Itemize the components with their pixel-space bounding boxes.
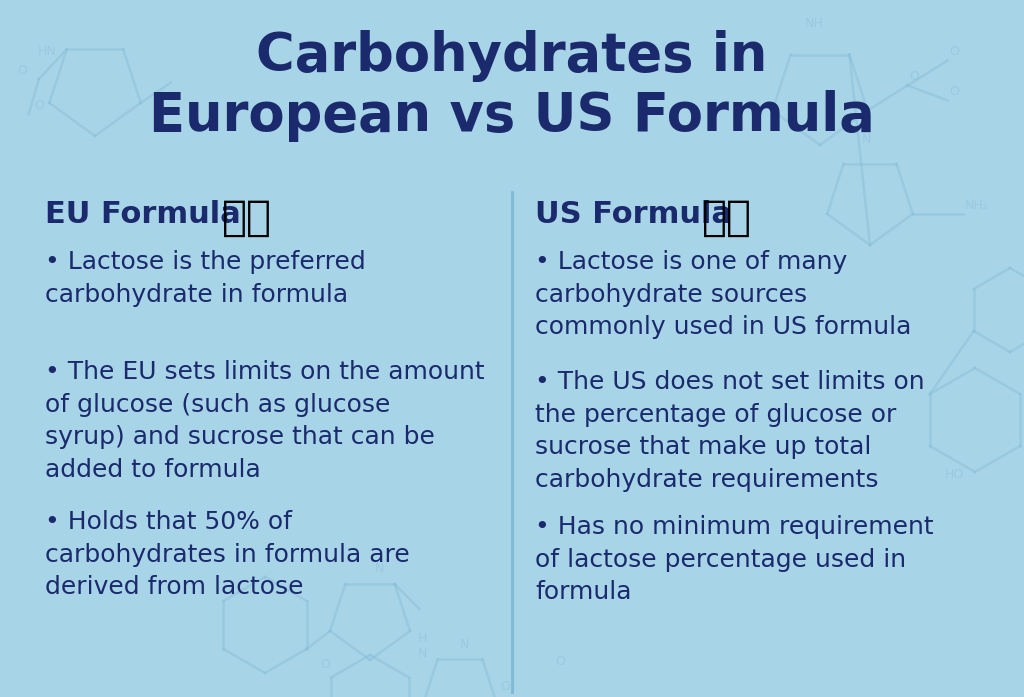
Text: O: O: [500, 680, 510, 693]
Text: European vs US Formula: European vs US Formula: [150, 90, 874, 142]
Text: • Lactose is the preferred
carbohydrate in formula: • Lactose is the preferred carbohydrate …: [45, 250, 366, 307]
Text: N: N: [460, 638, 469, 651]
Text: O: O: [319, 658, 330, 671]
Text: NH₂: NH₂: [965, 199, 988, 212]
Text: • Has no minimum requirement
of lactose percentage used in
formula: • Has no minimum requirement of lactose …: [535, 515, 934, 604]
Text: HO: HO: [945, 468, 965, 481]
Text: 🇺🇸: 🇺🇸: [702, 197, 752, 239]
Text: O: O: [909, 70, 920, 84]
Text: O: O: [34, 99, 44, 112]
Text: N: N: [862, 133, 871, 146]
Text: O: O: [949, 45, 959, 59]
Text: H: H: [418, 632, 427, 645]
Text: US Formula: US Formula: [535, 200, 732, 229]
Text: O: O: [16, 64, 27, 77]
Text: • The US does not set limits on
the percentage of glucose or
sucrose that make u: • The US does not set limits on the perc…: [535, 370, 925, 491]
Text: • The EU sets limits on the amount
of glucose (such as glucose
syrup) and sucros: • The EU sets limits on the amount of gl…: [45, 360, 484, 482]
Text: N: N: [375, 562, 384, 575]
Text: O: O: [555, 655, 565, 668]
Text: • Lactose is one of many
carbohydrate sources
commonly used in US formula: • Lactose is one of many carbohydrate so…: [535, 250, 911, 339]
Text: N: N: [418, 647, 427, 660]
Text: 🇪🇺: 🇪🇺: [222, 197, 272, 239]
Text: HN: HN: [38, 45, 56, 58]
Text: O: O: [949, 86, 959, 98]
Text: • Holds that 50% of
carbohydrates in formula are
derived from lactose: • Holds that 50% of carbohydrates in for…: [45, 510, 410, 599]
Text: Carbohydrates in: Carbohydrates in: [256, 30, 768, 82]
Text: EU Formula: EU Formula: [45, 200, 241, 229]
Text: NH: NH: [805, 17, 823, 30]
